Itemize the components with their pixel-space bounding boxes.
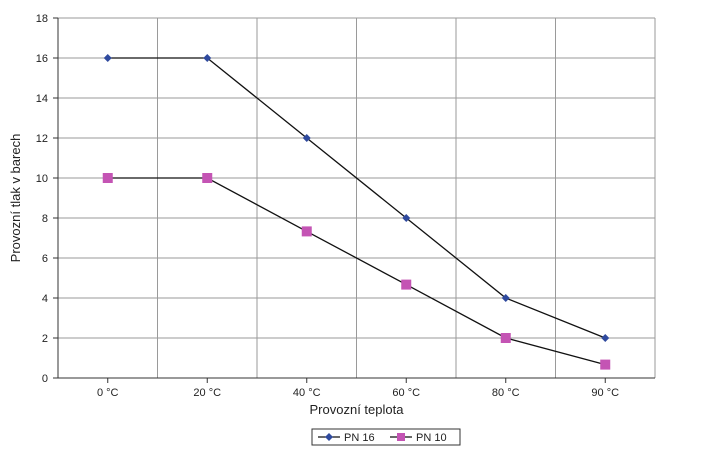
y-tick-label: 8 <box>42 213 48 225</box>
x-tick-label: 90 °C <box>591 387 619 399</box>
x-tick-label: 40 °C <box>293 387 321 399</box>
legend-marker <box>397 433 405 441</box>
x-tick-label: 0 °C <box>97 387 119 399</box>
data-point <box>501 294 510 302</box>
axes <box>53 17 655 383</box>
grid <box>58 17 656 378</box>
data-point <box>601 334 610 342</box>
data-point <box>103 54 112 62</box>
y-tick-label: 16 <box>36 53 48 65</box>
x-tick-label: 20 °C <box>193 387 221 399</box>
legend-label: PN 10 <box>416 432 447 444</box>
legend-marker <box>325 433 333 441</box>
series-layer <box>102 54 611 370</box>
x-axis-title: Provozní teplota <box>310 402 405 417</box>
series-pn-16 <box>103 54 610 342</box>
data-point <box>600 359 611 370</box>
legend: PN 16 PN 10 <box>311 428 461 446</box>
data-point <box>202 173 213 183</box>
data-point <box>102 173 113 183</box>
x-tick-labels: 0 °C 20 °C 40 °C 60 °C 80 °C 90 °C <box>97 387 619 399</box>
legend-label: PN 16 <box>344 432 375 444</box>
y-tick-label: 12 <box>36 133 48 145</box>
y-tick-labels: 0 2 4 6 8 10 12 14 16 18 <box>36 13 48 385</box>
y-tick-label: 4 <box>42 293 48 305</box>
series-line <box>107 57 606 339</box>
data-point <box>402 214 411 222</box>
data-point <box>203 54 212 62</box>
y-tick-label: 18 <box>36 13 48 25</box>
y-axis-title: Provozní tlak v barech <box>8 134 23 263</box>
y-tick-label: 10 <box>36 173 48 185</box>
data-point <box>500 333 511 343</box>
legend-box <box>311 428 461 446</box>
y-tick-label: 14 <box>36 93 48 105</box>
x-tick-label: 80 °C <box>492 387 520 399</box>
y-tick-label: 0 <box>42 373 48 385</box>
data-point <box>301 226 312 237</box>
x-tick-label: 60 °C <box>392 387 420 399</box>
series-pn-10 <box>102 173 611 370</box>
y-tick-label: 6 <box>42 253 48 265</box>
series-line <box>107 177 606 366</box>
y-tick-label: 2 <box>42 333 48 345</box>
data-point <box>401 279 412 290</box>
data-point <box>302 134 311 142</box>
